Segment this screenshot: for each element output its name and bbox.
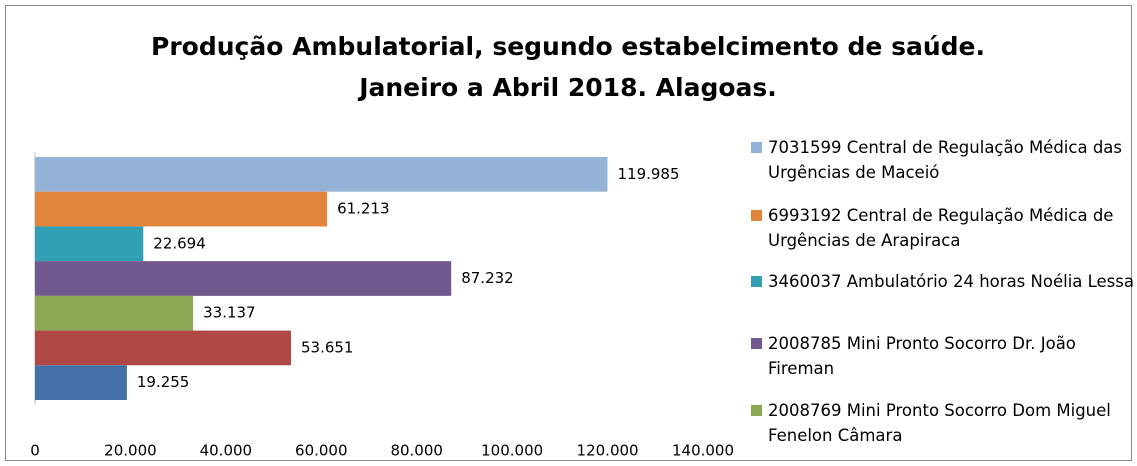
- x-tick-label: 20.000: [104, 442, 157, 460]
- legend-swatch: [751, 276, 762, 287]
- legend-entry: 3460037 Ambulatório 24 horas Noélia Less…: [751, 269, 1137, 294]
- chart-title: Produção Ambulatorial, segundo estabelci…: [151, 32, 985, 61]
- chart-title: Janeiro a Abril 2018. Alagoas.: [357, 73, 777, 102]
- legend-entry: 2008769 Mini Pronto Socorro Dom Miguel F…: [751, 398, 1137, 448]
- legend-label: 2008769 Mini Pronto Socorro Dom Miguel F…: [768, 401, 1111, 445]
- legend-label: 2008785 Mini Pronto Socorro Dr. João Fir…: [768, 334, 1076, 378]
- x-tick-label: 80.000: [390, 442, 443, 460]
- data-label: 87.232: [461, 269, 514, 287]
- bar: [35, 295, 194, 331]
- bar: [35, 157, 608, 192]
- data-label: 53.651: [301, 338, 354, 356]
- legend-swatch: [751, 405, 762, 416]
- x-tick-label: 100.000: [481, 442, 543, 460]
- data-label: 19.255: [137, 373, 190, 391]
- legend-label: 3460037 Ambulatório 24 horas Noélia Less…: [768, 272, 1134, 291]
- data-label: 119.985: [617, 165, 679, 183]
- legend-swatch: [751, 338, 762, 349]
- x-tick-label: 40.000: [200, 442, 253, 460]
- legend-entry: 2008785 Mini Pronto Socorro Dr. João Fir…: [751, 331, 1137, 381]
- legend-label: 6993192 Central de Regulação Médica de U…: [768, 206, 1114, 250]
- data-label: 61.213: [337, 200, 390, 218]
- legend-entry: 7031599 Central de Regulação Médica das …: [751, 135, 1137, 185]
- x-tick-label: 60.000: [295, 442, 348, 460]
- data-label: 33.137: [203, 304, 256, 322]
- legend-swatch: [751, 142, 762, 153]
- bar: [35, 365, 127, 400]
- data-label: 22.694: [153, 234, 206, 252]
- legend-entry: 6993192 Central de Regulação Médica de U…: [751, 203, 1137, 253]
- chart-border: [5, 5, 1132, 461]
- bar: [35, 226, 144, 262]
- legend-swatch: [751, 210, 762, 221]
- bar: [35, 261, 452, 296]
- x-tick-label: 140.000: [672, 442, 734, 460]
- bar: [35, 330, 291, 366]
- legend-label: 7031599 Central de Regulação Médica das …: [768, 138, 1123, 182]
- bar: [35, 191, 328, 227]
- x-tick-label: 0: [30, 442, 40, 460]
- x-tick-label: 120.000: [577, 442, 639, 460]
